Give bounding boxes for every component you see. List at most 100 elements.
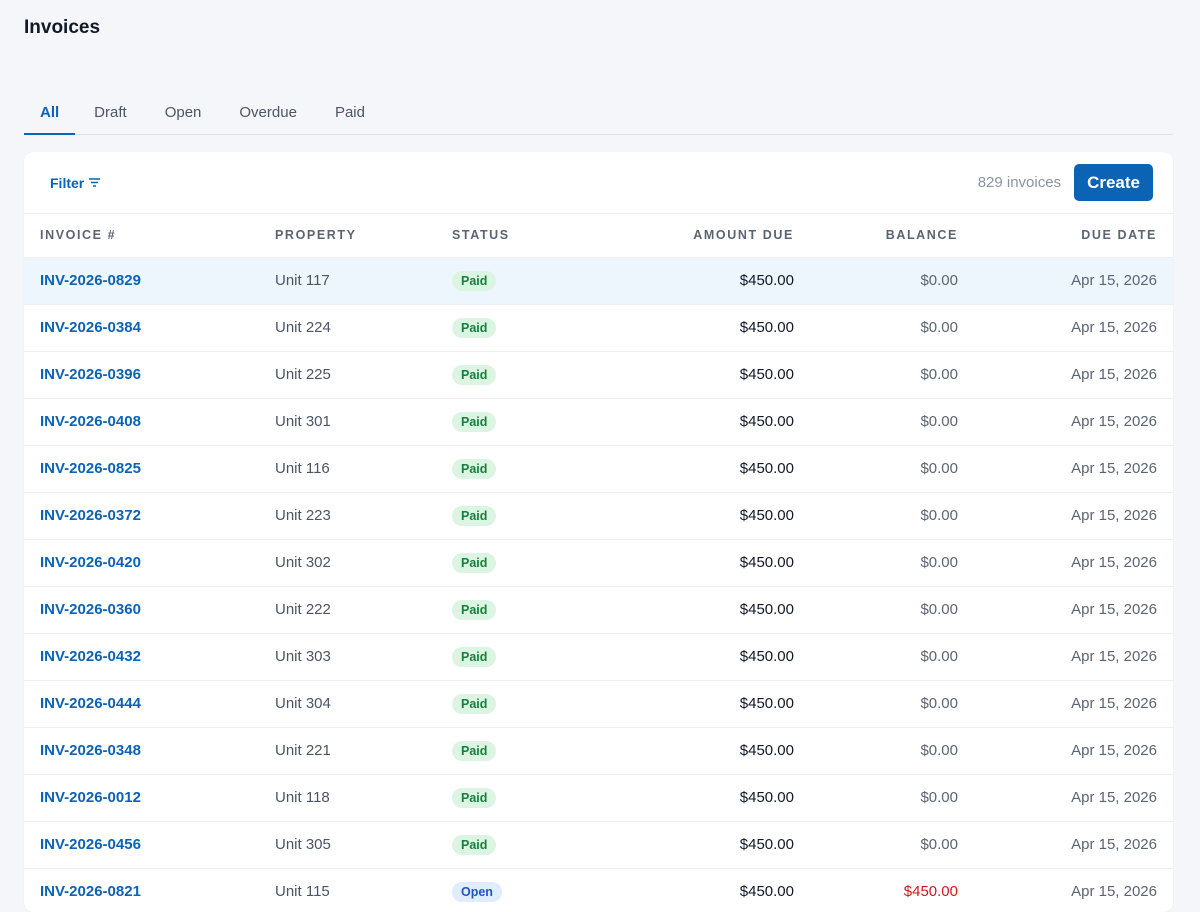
due-date-cell: Apr 15, 2026 xyxy=(974,727,1173,775)
status-cell: Paid xyxy=(436,821,568,869)
amount-due-cell: $450.00 xyxy=(568,351,810,399)
table-row[interactable]: INV-2026-0360 Unit 222 Paid $450.00 $0.00 Apr… xyxy=(24,586,1173,634)
column-header-amount-due[interactable]: AMOUNT DUE xyxy=(568,214,810,258)
status-cell: Paid xyxy=(436,398,568,446)
status-cell: Open xyxy=(436,868,568,912)
property-cell: Unit 225 xyxy=(259,351,436,399)
balance-cell: $0.00 xyxy=(810,680,974,728)
status-badge: Paid xyxy=(452,834,497,855)
status-badge: Paid xyxy=(452,458,497,479)
due-date-cell: Apr 15, 2026 xyxy=(974,492,1173,540)
invoice-number-link[interactable]: INV-2026-0384 xyxy=(40,319,141,336)
invoice-number-link[interactable]: INV-2026-0348 xyxy=(40,742,141,759)
status-badge: Paid xyxy=(452,599,497,620)
status-tabs: All Draft Open Overdue Paid xyxy=(24,90,1173,135)
balance-cell: $0.00 xyxy=(810,633,974,681)
invoice-number-link[interactable]: INV-2026-0408 xyxy=(40,413,141,430)
property-cell: Unit 223 xyxy=(259,492,436,540)
amount-due-cell: $450.00 xyxy=(568,398,810,446)
invoices-card: Filter 829 invoices Create INVOICE # PRO… xyxy=(24,152,1173,912)
status-badge: Paid xyxy=(452,505,497,526)
property-cell: Unit 305 xyxy=(259,821,436,869)
page-title: Invoices xyxy=(24,17,101,38)
table-row[interactable]: INV-2026-0821 Unit 115 Open $450.00 $450.00 A… xyxy=(24,868,1173,912)
due-date-cell: Apr 15, 2026 xyxy=(974,445,1173,493)
amount-due-cell: $450.00 xyxy=(568,680,810,728)
status-cell: Paid xyxy=(436,727,568,775)
column-header-property[interactable]: PROPERTY xyxy=(259,214,436,258)
toolbar-right: 829 invoices Create xyxy=(978,164,1153,201)
table-body: INV-2026-0829 Unit 117 Paid $450.00 $0.00 Apr… xyxy=(24,257,1173,912)
table-row[interactable]: INV-2026-0012 Unit 118 Paid $450.00 $0.00 Apr… xyxy=(24,774,1173,822)
create-button[interactable]: Create xyxy=(1074,164,1153,201)
table-row[interactable]: INV-2026-0432 Unit 303 Paid $450.00 $0.00 Apr… xyxy=(24,633,1173,681)
property-cell: Unit 115 xyxy=(259,868,436,912)
invoice-number-link[interactable]: INV-2026-0821 xyxy=(40,883,141,900)
status-cell: Paid xyxy=(436,774,568,822)
due-date-cell: Apr 15, 2026 xyxy=(974,539,1173,587)
invoice-number-link[interactable]: INV-2026-0396 xyxy=(40,366,141,383)
status-badge: Open xyxy=(452,881,502,902)
invoice-number-link[interactable]: INV-2026-0444 xyxy=(40,695,141,712)
invoice-number-link[interactable]: INV-2026-0432 xyxy=(40,648,141,665)
amount-due-cell: $450.00 xyxy=(568,492,810,540)
property-cell: Unit 117 xyxy=(259,257,436,305)
balance-cell: $0.00 xyxy=(810,304,974,352)
invoice-number-link[interactable]: INV-2026-0825 xyxy=(40,460,141,477)
column-header-invoice[interactable]: INVOICE # xyxy=(24,214,259,258)
due-date-cell: Apr 15, 2026 xyxy=(974,868,1173,912)
balance-cell: $0.00 xyxy=(810,398,974,446)
balance-cell: $0.00 xyxy=(810,774,974,822)
status-badge: Paid xyxy=(452,787,497,808)
table-row[interactable]: INV-2026-0420 Unit 302 Paid $450.00 $0.00 Apr… xyxy=(24,539,1173,587)
balance-cell: $0.00 xyxy=(810,821,974,869)
amount-due-cell: $450.00 xyxy=(568,304,810,352)
column-header-due-date[interactable]: DUE DATE xyxy=(974,214,1173,258)
invoice-number-link[interactable]: INV-2026-0360 xyxy=(40,601,141,618)
table-row[interactable]: INV-2026-0444 Unit 304 Paid $450.00 $0.00 Apr… xyxy=(24,680,1173,728)
status-cell: Paid xyxy=(436,304,568,352)
amount-due-cell: $450.00 xyxy=(568,868,810,912)
status-badge: Paid xyxy=(452,364,497,385)
table-row[interactable]: INV-2026-0456 Unit 305 Paid $450.00 $0.00 Apr… xyxy=(24,821,1173,869)
table-row[interactable]: INV-2026-0825 Unit 116 Paid $450.00 $0.00 Apr… xyxy=(24,445,1173,493)
balance-cell: $0.00 xyxy=(810,257,974,305)
invoice-number-link[interactable]: INV-2026-0372 xyxy=(40,507,141,524)
balance-cell: $0.00 xyxy=(810,727,974,775)
status-badge: Paid xyxy=(452,552,497,573)
property-cell: Unit 304 xyxy=(259,680,436,728)
page-header: Invoices xyxy=(0,0,1200,56)
amount-due-cell: $450.00 xyxy=(568,727,810,775)
tab-all[interactable]: All xyxy=(24,90,76,135)
amount-due-cell: $450.00 xyxy=(568,539,810,587)
table-row[interactable]: INV-2026-0348 Unit 221 Paid $450.00 $0.00 Apr… xyxy=(24,727,1173,775)
invoice-number-link[interactable]: INV-2026-0829 xyxy=(40,272,141,289)
status-badge: Paid xyxy=(452,411,497,432)
invoice-number-link[interactable]: INV-2026-0012 xyxy=(40,789,141,806)
tab-paid[interactable]: Paid xyxy=(334,103,365,121)
table-row[interactable]: INV-2026-0829 Unit 117 Paid $450.00 $0.00 Apr… xyxy=(24,257,1173,305)
property-cell: Unit 116 xyxy=(259,445,436,493)
tab-open[interactable]: Open xyxy=(164,103,202,121)
due-date-cell: Apr 15, 2026 xyxy=(974,257,1173,305)
status-badge: Paid xyxy=(452,693,497,714)
table-row[interactable]: INV-2026-0408 Unit 301 Paid $450.00 $0.00 Apr… xyxy=(24,398,1173,446)
column-header-balance[interactable]: BALANCE xyxy=(810,214,974,258)
filter-button[interactable]: Filter xyxy=(50,175,101,191)
status-cell: Paid xyxy=(436,492,568,540)
table-row[interactable]: INV-2026-0372 Unit 223 Paid $450.00 $0.00 Apr… xyxy=(24,492,1173,540)
status-cell: Paid xyxy=(436,257,568,305)
invoice-number-link[interactable]: INV-2026-0456 xyxy=(40,836,141,853)
column-header-status[interactable]: STATUS xyxy=(436,214,568,258)
property-cell: Unit 303 xyxy=(259,633,436,681)
status-cell: Paid xyxy=(436,633,568,681)
balance-cell: $450.00 xyxy=(810,868,974,912)
table-row[interactable]: INV-2026-0396 Unit 225 Paid $450.00 $0.00 Apr… xyxy=(24,351,1173,399)
tab-overdue[interactable]: Overdue xyxy=(239,103,297,121)
filter-lines-icon xyxy=(89,178,101,187)
status-badge: Paid xyxy=(452,646,497,667)
due-date-cell: Apr 15, 2026 xyxy=(974,304,1173,352)
table-row[interactable]: INV-2026-0384 Unit 224 Paid $450.00 $0.00 Apr… xyxy=(24,304,1173,352)
invoice-number-link[interactable]: INV-2026-0420 xyxy=(40,554,141,571)
tab-draft[interactable]: Draft xyxy=(94,103,127,121)
